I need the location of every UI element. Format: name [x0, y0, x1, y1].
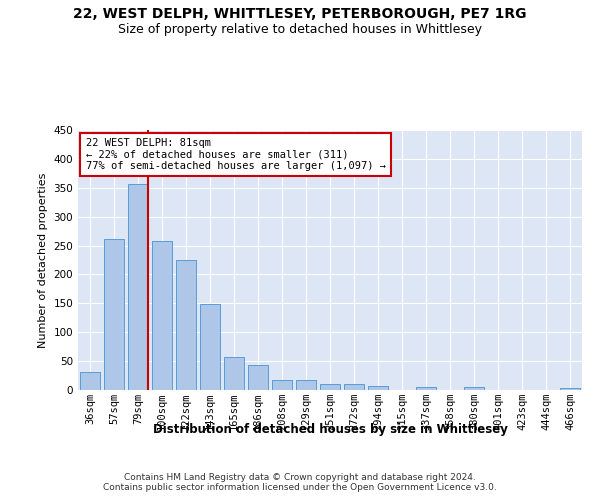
Bar [296, 380, 316, 390]
Bar [248, 364, 268, 390]
Y-axis label: Number of detached properties: Number of detached properties [38, 172, 48, 348]
Bar [152, 241, 172, 390]
Text: Distribution of detached houses by size in Whittlesey: Distribution of detached houses by size … [152, 422, 508, 436]
Bar [176, 260, 196, 390]
Bar [560, 388, 580, 390]
Bar [128, 184, 148, 390]
Text: 22, WEST DELPH, WHITTLESEY, PETERBOROUGH, PE7 1RG: 22, WEST DELPH, WHITTLESEY, PETERBOROUGH… [73, 8, 527, 22]
Bar [80, 372, 100, 390]
Bar [368, 386, 388, 390]
Bar [224, 357, 244, 390]
Bar [320, 384, 340, 390]
Text: Size of property relative to detached houses in Whittlesey: Size of property relative to detached ho… [118, 22, 482, 36]
Bar [344, 384, 364, 390]
Bar [104, 239, 124, 390]
Text: Contains HM Land Registry data © Crown copyright and database right 2024.
Contai: Contains HM Land Registry data © Crown c… [103, 472, 497, 492]
Bar [272, 380, 292, 390]
Text: 22 WEST DELPH: 81sqm
← 22% of detached houses are smaller (311)
77% of semi-deta: 22 WEST DELPH: 81sqm ← 22% of detached h… [86, 138, 386, 171]
Bar [200, 304, 220, 390]
Bar [416, 387, 436, 390]
Bar [464, 387, 484, 390]
